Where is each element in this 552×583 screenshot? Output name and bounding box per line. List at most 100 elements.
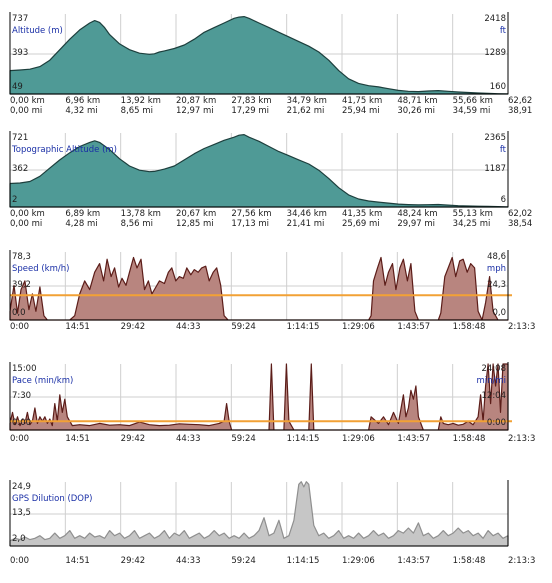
- altitude-x-tick-label: 48,71 km: [397, 96, 438, 106]
- altitude-x-tick-label: 55,66 km: [452, 96, 493, 106]
- topographic-left-tick-label: 721: [12, 133, 29, 143]
- gps_dilution-left-tick-label: 13,5: [12, 508, 31, 518]
- speed-x-tick-label: 0:00: [10, 322, 30, 332]
- altitude-x-tick-label-secondary: 25,94 mi: [342, 106, 380, 116]
- pace-x-tick-label: 0:00: [10, 434, 30, 444]
- topographic-x-tick-label: 6,89 km: [65, 209, 101, 219]
- speed-x-tick-label: 2:13:3: [508, 322, 536, 332]
- topographic-right-tick-label: 1187: [484, 164, 506, 174]
- topographic-left-tick-label: 362: [12, 164, 29, 174]
- topographic-x-tick-label-secondary: 38,54: [508, 219, 533, 229]
- altitude-right-unit: ft: [499, 26, 506, 36]
- topographic-x-tick-label-secondary: 25,69 mi: [342, 219, 380, 229]
- gps_dilution-series-area: [9, 481, 509, 547]
- panel-gps-dilution: GPS Dilution (DOP) 24,9 13,5 2,0 0:00 14:51 29…: [0, 476, 552, 583]
- pace-left-tick-label: 0:00: [12, 418, 32, 428]
- speed-right-tick-label: 48,6: [487, 252, 506, 262]
- pace-right-tick-label: 12:04: [481, 391, 507, 401]
- pace-x-tick-label: 29:42: [120, 434, 146, 444]
- pace-x-tick-label: 1:29:06: [342, 434, 375, 444]
- altitude-series-area: [9, 16, 509, 95]
- speed-left-tick-label: 78,3: [12, 252, 31, 262]
- topographic-x-tick-label-secondary: 8,56 mi: [120, 219, 153, 229]
- altitude-chart-canvas: [9, 12, 509, 95]
- panel-speed: Speed (km/h) 78,3 39,2 0,0 48,6 24,3 0,0 mph 0:0…: [0, 246, 552, 352]
- gps_dilution-left-tick-label: 2,0: [12, 534, 26, 544]
- topographic-x-tick-label-secondary: 0,00 mi: [10, 219, 43, 229]
- altitude-left-tick-label: 393: [12, 48, 29, 58]
- pace-left-tick-label: 15:00: [12, 364, 37, 374]
- pace-right-tick-label: 0:00: [486, 418, 506, 428]
- altitude-right-tick-label: 2418: [484, 14, 506, 24]
- panel-pace: Pace (min/km) 15:00 7:30 0:00 24:08 12:04 0:00…: [0, 358, 552, 466]
- gps_dilution-x-tick-label: 29:42: [120, 556, 146, 566]
- topographic-x-tick-label: 27,56 km: [231, 209, 272, 219]
- altitude-title: Altitude (m): [12, 26, 63, 36]
- gps_dilution-x-tick-label: 1:43:57: [397, 556, 431, 566]
- altitude-x-tick-label: 6,96 km: [65, 96, 101, 106]
- altitude-x-tick-label: 41,75 km: [342, 96, 383, 106]
- topographic-x-tick-label: 13,78 km: [120, 209, 161, 219]
- topographic-x-tick-label-secondary: 17,13 mi: [231, 219, 270, 229]
- speed-x-tick-label: 1:14:15: [286, 322, 320, 332]
- topographic-x-tick-label-secondary: 34,25 mi: [452, 219, 491, 229]
- altitude-x-tick-label-secondary: 38,91: [508, 106, 533, 116]
- topographic-right-unit: ft: [499, 145, 506, 155]
- altitude-x-tick-label-secondary: 4,32 mi: [65, 106, 98, 116]
- altitude-x-tick-label: 0,00 km: [10, 96, 45, 106]
- pace-right-unit: min/mi: [476, 376, 506, 386]
- topographic-x-tick-label: 41,35 km: [342, 209, 383, 219]
- altitude-left-tick-label: 737: [12, 14, 29, 24]
- gps_dilution-x-tick-label: 1:14:15: [286, 556, 320, 566]
- pace-x-tick-label: 1:14:15: [286, 434, 320, 444]
- panel-altitude: Altitude (m) 737 393 49 2418 1289 160 ft 0,00 km…: [0, 8, 552, 126]
- gps_dilution-left-tick-label: 24,9: [12, 482, 31, 492]
- altitude-x-tick-label-secondary: 30,26 mi: [397, 106, 436, 116]
- speed-x-tick-label: 1:43:57: [397, 322, 431, 332]
- speed-right-tick-label: 24,3: [487, 280, 506, 290]
- altitude-left-tick-label: 49: [12, 82, 23, 92]
- speed-title: Speed (km/h): [12, 264, 70, 274]
- speed-x-tick-label: 1:58:48: [452, 322, 486, 332]
- gps_dilution-x-tick-label: 14:51: [65, 556, 90, 566]
- pace-x-tick-label: 59:24: [231, 434, 256, 444]
- speed-right-tick-label: 0,0: [492, 308, 506, 318]
- altitude-x-tick-label-secondary: 12,97 mi: [176, 106, 214, 116]
- topographic-x-tick-label-secondary: 12,85 mi: [176, 219, 214, 229]
- topographic-series-area: [9, 134, 509, 208]
- topographic-x-tick-label-secondary: 21,41 mi: [286, 219, 325, 229]
- topographic-x-tick-label: 62,02: [508, 209, 533, 219]
- altitude-right-tick-label: 160: [489, 82, 506, 92]
- topographic-x-tick-label: 0,00 km: [10, 209, 45, 219]
- altitude-x-tick-label-secondary: 17,29 mi: [231, 106, 270, 116]
- speed-right-unit: mph: [486, 264, 506, 274]
- gps_dilution-x-tick-label: 44:33: [176, 556, 201, 566]
- gps_dilution-x-tick-label: 1:29:06: [342, 556, 375, 566]
- topographic-x-tick-label: 48,24 km: [397, 209, 438, 219]
- topographic-left-tick-label: 2: [12, 195, 18, 205]
- pace-x-tick-label: 44:33: [176, 434, 201, 444]
- pace-x-tick-label: 14:51: [65, 434, 90, 444]
- altitude-x-tick-label: 13,92 km: [120, 96, 161, 106]
- topographic-chart-canvas: [9, 131, 509, 208]
- topographic-right-tick-label: 2365: [484, 133, 506, 143]
- altitude-x-tick-label-secondary: 34,59 mi: [452, 106, 491, 116]
- panel-topographic-altitude: Topographic Altitude (m) 721 362 2 2365 1187 6…: [0, 127, 552, 245]
- gps_dilution-chart-canvas: [9, 480, 509, 547]
- pace-x-tick-label: 1:43:57: [397, 434, 431, 444]
- altitude-x-tick-label-secondary: 21,62 mi: [286, 106, 325, 116]
- speed-x-tick-label: 14:51: [65, 322, 90, 332]
- altitude-x-tick-label-secondary: 0,00 mi: [10, 106, 43, 116]
- pace-series-area: [9, 363, 509, 431]
- speed-x-tick-label: 44:33: [176, 322, 201, 332]
- speed-series-area: [9, 256, 509, 321]
- altitude-x-tick-label: 34,79 km: [286, 96, 327, 106]
- speed-x-tick-label: 1:29:06: [342, 322, 375, 332]
- topographic-x-tick-label-secondary: 29,97 mi: [397, 219, 436, 229]
- speed-x-tick-label: 59:24: [231, 322, 256, 332]
- gps_dilution-x-tick-label: 2:13:3: [508, 556, 536, 566]
- topographic-x-tick-label: 34,46 km: [286, 209, 327, 219]
- speed-x-tick-label: 29:42: [120, 322, 146, 332]
- pace-x-tick-label: 2:13:3: [508, 434, 536, 444]
- pace-x-tick-label: 1:58:48: [452, 434, 486, 444]
